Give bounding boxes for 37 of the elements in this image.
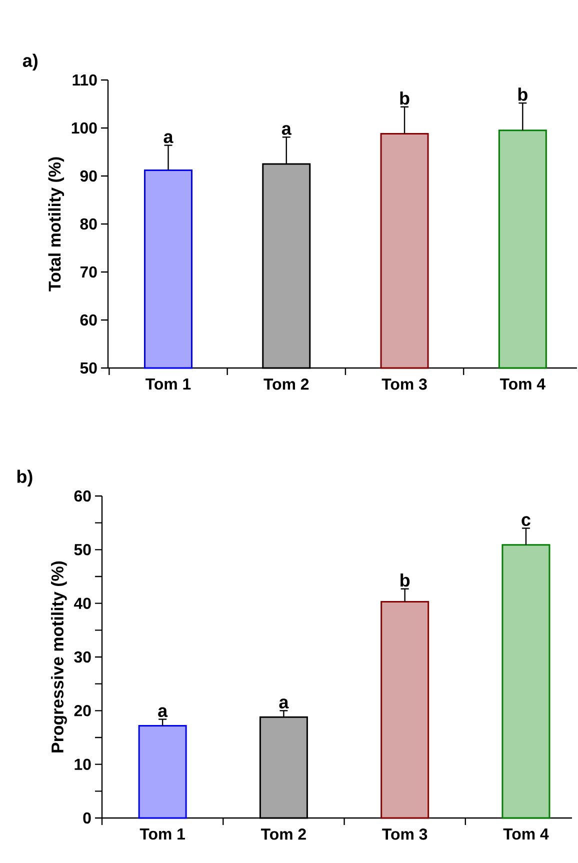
y-tick-label: 0 [83,812,92,824]
annotation: a [282,125,292,135]
x-tick-label: Tom 4 [500,378,546,390]
annotation: b [400,573,410,587]
y-tick-label: 90 [80,170,98,182]
annotation: b [400,92,410,105]
y-tick-label: 110 [72,74,98,86]
y-tick-label: 50 [80,362,98,374]
x-tick-label: Tom 1 [146,378,191,390]
x-tick-label: Tom 3 [382,378,428,390]
bar [138,724,188,819]
y-tick-label: 80 [80,218,98,230]
annotation: a [164,133,174,144]
y-axis-title: Progressive motility (%) [51,561,68,752]
y-tick-label: 70 [80,266,98,278]
x-tick-label: Tom 3 [382,828,428,840]
bar [380,600,430,819]
y-tick-label: 50 [74,544,92,556]
y-tick-label: 60 [74,490,92,502]
annotation: b [518,88,528,101]
x-tick-label: Tom 2 [261,828,306,840]
x-tick-label: Tom 1 [140,828,186,840]
y-tick-label: 40 [74,598,92,609]
annotation: c [522,516,531,526]
annotation: a [279,698,290,708]
annotation: a [158,707,168,718]
x-tick-label: Tom 2 [264,378,309,390]
y-tick-label: 10 [74,758,92,770]
bar [502,544,550,819]
y-tick-label: 20 [74,705,92,716]
y-axis-title: Total motility (%) [48,157,64,292]
x-tick-label: Tom 4 [503,828,549,840]
chart-title: a) [23,54,38,70]
y-tick-label: 60 [80,314,98,326]
y-tick-label: 30 [74,651,92,663]
y-tick-label: 100 [72,122,98,134]
chart-title: b) [18,470,32,487]
